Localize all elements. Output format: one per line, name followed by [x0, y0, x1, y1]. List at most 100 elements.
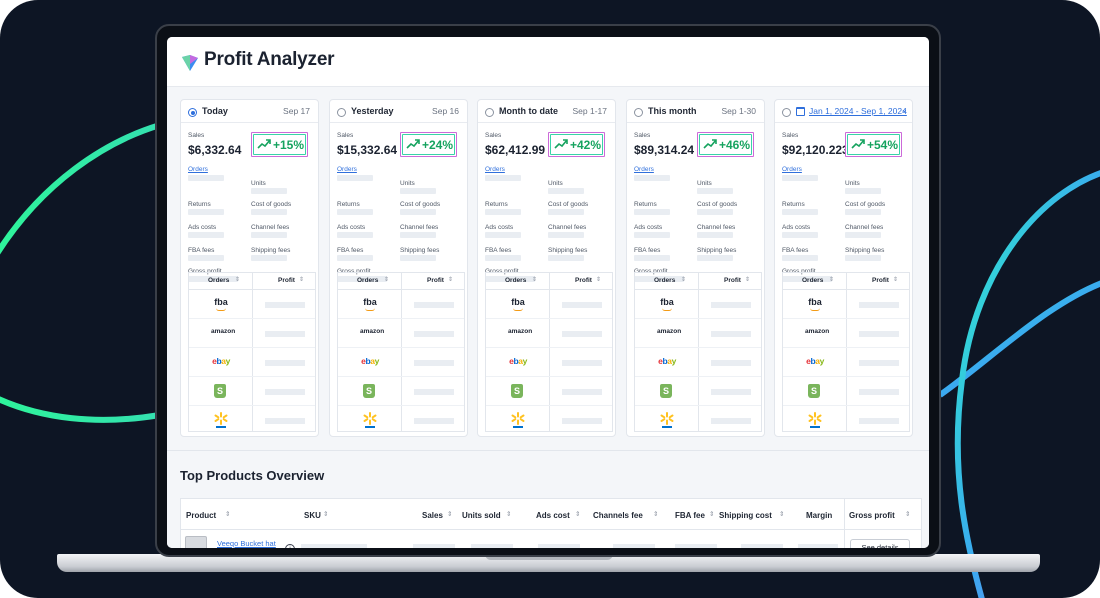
sort-icon[interactable]: ⇕: [506, 511, 512, 518]
value-placeholder: [337, 209, 373, 215]
sort-icon[interactable]: ⇕: [323, 511, 329, 518]
orders-link[interactable]: Orders: [782, 166, 802, 173]
col-orders[interactable]: Orders: [654, 277, 676, 284]
orders-link[interactable]: Orders: [337, 166, 357, 173]
col-sales[interactable]: Sales: [422, 511, 443, 520]
sort-icon[interactable]: ⇕: [448, 277, 454, 283]
period-card[interactable]: Today Sep 17 Sales $6,332.64 +15% Orders …: [180, 99, 319, 437]
sort-icon[interactable]: ⇕: [829, 277, 835, 283]
trending-up-icon: [554, 139, 568, 149]
profit-placeholder: [414, 360, 454, 366]
app-screen: Profit Analyzer Today Sep 17 Sales $6,332…: [167, 37, 929, 548]
profit-placeholder: [414, 389, 454, 395]
value-placeholder: [337, 276, 387, 282]
sort-icon[interactable]: ⇕: [235, 277, 241, 283]
change-badge: +54%: [845, 132, 902, 157]
col-shipping-cost[interactable]: Shipping cost: [719, 511, 772, 520]
change-badge: +46%: [697, 132, 754, 157]
channel-row: S: [635, 377, 761, 406]
channel-row: [635, 406, 761, 435]
sort-icon[interactable]: ⇕: [532, 277, 538, 283]
period-radio[interactable]: [782, 108, 791, 117]
value-placeholder: [485, 232, 521, 238]
profit-placeholder: [711, 389, 751, 395]
value-placeholder: [400, 209, 436, 215]
col-sku[interactable]: SKU: [304, 511, 321, 520]
channel-row: ebay: [635, 348, 761, 377]
sales-placeholder: [413, 544, 455, 548]
sort-icon[interactable]: ⇕: [709, 511, 715, 518]
metric-label: Shipping fees: [400, 247, 440, 254]
period-radio[interactable]: [634, 108, 643, 117]
period-radio[interactable]: [337, 108, 346, 117]
metric-label: Returns: [634, 201, 657, 208]
period-card[interactable]: This month Sep 1-30 Sales $89,314.24 +46%…: [626, 99, 765, 437]
change-percent: +42%: [570, 138, 602, 152]
col-ads-cost[interactable]: Ads cost: [536, 511, 570, 520]
orders-link[interactable]: Orders: [188, 166, 208, 173]
change-percent: +54%: [867, 138, 899, 152]
value-placeholder: [634, 255, 670, 261]
col-orders[interactable]: Orders: [357, 277, 379, 284]
col-gross-profit[interactable]: Gross profit: [849, 511, 895, 520]
period-date: Sep 1-17: [572, 106, 608, 116]
sort-icon[interactable]: ⇕: [447, 511, 453, 518]
col-orders[interactable]: Orders: [208, 277, 230, 284]
col-product[interactable]: Product: [186, 511, 217, 520]
sort-icon[interactable]: ⇕: [779, 511, 785, 518]
channel-table: Orders ⇕ Profit ⇕ fba amazon ebay S: [337, 272, 465, 432]
sort-icon[interactable]: ⇕: [893, 277, 899, 283]
channel-row: [783, 406, 909, 435]
period-radio[interactable]: [188, 108, 197, 117]
sort-icon[interactable]: ⇕: [384, 277, 390, 283]
col-profit[interactable]: Profit: [575, 277, 592, 284]
sort-icon[interactable]: ⇕: [653, 511, 659, 518]
fba-placeholder: [675, 544, 717, 548]
channel-row: [486, 406, 612, 435]
column-divider: [401, 273, 402, 431]
see-details-button[interactable]: See details: [850, 539, 910, 548]
col-fba-fee[interactable]: FBA fee: [675, 511, 705, 520]
shopify-logo-icon: S: [660, 384, 672, 398]
channel-row: fba: [486, 290, 612, 319]
product-link[interactable]: Veeqo Bucket hat: [217, 539, 276, 548]
channel-row: ebay: [783, 348, 909, 377]
channel-row: ebay: [338, 348, 464, 377]
period-card[interactable]: Yesterday Sep 16 Sales $15,332.64 +24% Or…: [329, 99, 468, 437]
profit-placeholder: [414, 331, 454, 337]
sort-icon[interactable]: ⇕: [225, 511, 231, 518]
value-placeholder: [188, 276, 238, 282]
sort-icon[interactable]: ⇕: [299, 277, 305, 283]
ads-placeholder: [538, 544, 580, 548]
channel-table: Orders ⇕ Profit ⇕ fba amazon ebay S: [485, 272, 613, 432]
period-card[interactable]: Month to date Sep 1-17 Sales $62,412.99 +…: [477, 99, 616, 437]
chevron-down-icon[interactable]: ⌄: [901, 105, 908, 114]
col-units-sold[interactable]: Units sold: [462, 511, 501, 520]
calendar-icon[interactable]: [796, 107, 805, 116]
col-orders[interactable]: Orders: [505, 277, 527, 284]
change-percent: +15%: [273, 138, 305, 152]
date-range-picker[interactable]: Jan 1, 2024 - Sep 1, 2024: [809, 106, 907, 116]
col-margin[interactable]: Margin: [806, 511, 833, 520]
col-profit[interactable]: Profit: [724, 277, 741, 284]
col-profit[interactable]: Profit: [278, 277, 295, 284]
sort-icon[interactable]: ⇕: [596, 277, 602, 283]
walmart-logo-icon: [363, 412, 377, 428]
laptop-base: [57, 554, 1040, 572]
metric-label: Ads costs: [337, 224, 366, 231]
col-channels-fee[interactable]: Channels fee: [593, 511, 643, 520]
sort-icon[interactable]: ⇕: [745, 277, 751, 283]
period-card[interactable]: Jan 1, 2024 - Sep 1, 2024 ⌄ Sales $92,120…: [774, 99, 913, 437]
col-profit[interactable]: Profit: [872, 277, 889, 284]
sort-icon[interactable]: ⇕: [681, 277, 687, 283]
orders-link[interactable]: Orders: [634, 166, 654, 173]
period-radio[interactable]: [485, 108, 494, 117]
orders-link[interactable]: Orders: [485, 166, 505, 173]
value-placeholder: [697, 232, 733, 238]
col-orders[interactable]: Orders: [802, 277, 824, 284]
info-icon[interactable]: i: [285, 544, 295, 548]
sort-icon[interactable]: ⇕: [905, 511, 911, 518]
col-profit[interactable]: Profit: [427, 277, 444, 284]
sort-icon[interactable]: ⇕: [575, 511, 581, 518]
metric-label: Cost of goods: [548, 201, 589, 208]
